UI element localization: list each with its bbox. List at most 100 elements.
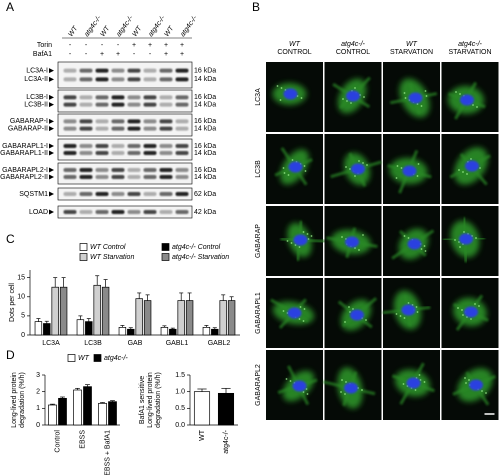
legend-swatch [93, 354, 102, 362]
kda-label: 16 kDa [194, 167, 216, 174]
bar [51, 286, 59, 336]
puncta [470, 158, 472, 160]
blot-band [95, 192, 109, 196]
treatment-value: + [180, 42, 184, 49]
blot-band [79, 168, 93, 172]
treatment-value: - [85, 42, 88, 49]
puncta [478, 305, 480, 307]
puncta [304, 170, 307, 172]
blot-band [127, 95, 141, 100]
puncta [289, 380, 292, 382]
kda-label: 16 kDa [194, 68, 216, 75]
puncta [458, 169, 460, 171]
puncta [310, 235, 313, 237]
blot-band [143, 119, 157, 124]
blot-band [111, 102, 125, 107]
y-axis-label: Dots per cell [9, 283, 16, 322]
puncta [302, 391, 305, 393]
nucleus [287, 307, 302, 319]
puncta [399, 315, 402, 317]
blot-frame [57, 113, 193, 137]
band-label: GABARAP-II [8, 126, 48, 133]
puncta [424, 90, 427, 92]
puncta [358, 160, 360, 162]
treatment-value: + [132, 42, 136, 49]
bar [135, 298, 143, 336]
kda-label: 14 kDa [194, 126, 216, 133]
bar [160, 327, 169, 336]
treatment-value: - [69, 42, 72, 49]
puncta [346, 100, 348, 102]
blot-band [143, 175, 157, 179]
treatment-value: + [164, 42, 168, 49]
band-arrow [49, 68, 54, 74]
puncta [464, 377, 466, 379]
blot-band [95, 119, 109, 124]
lane-header: WT [67, 25, 79, 39]
legend-swatch [79, 253, 88, 261]
nucleus [350, 309, 364, 321]
band-arrow [49, 167, 54, 173]
band-label: GABARAPL1-I [2, 143, 48, 150]
blot-band [63, 151, 77, 155]
band-arrow [49, 191, 54, 197]
kda-label: 14 kDa [194, 150, 216, 157]
cell [382, 290, 431, 330]
blot-band [111, 95, 125, 100]
y-axis-label: degradation (%/h) [19, 372, 26, 428]
puncta [403, 235, 406, 237]
blot-band [127, 151, 141, 155]
bar [185, 300, 194, 336]
kda-label: 62 kDa [194, 191, 216, 198]
nucleus [406, 377, 421, 389]
blot-band [159, 210, 173, 214]
bar [143, 300, 152, 336]
puncta [282, 310, 285, 312]
blot-band [79, 95, 93, 100]
blot-band [95, 151, 109, 155]
band-arrow [49, 76, 54, 82]
column-header: STARVATION [390, 49, 433, 56]
puncta [305, 388, 308, 390]
y-axis-label: Long-lived protein [11, 372, 18, 428]
puncta [303, 308, 306, 310]
row-label: GABARAP [255, 224, 262, 258]
y-tick-label: 10 [17, 294, 25, 301]
puncta [420, 105, 423, 107]
puncta [472, 104, 474, 106]
bar [219, 300, 227, 336]
puncta [358, 249, 360, 251]
puncta [283, 172, 286, 174]
puncta [457, 307, 459, 309]
puncta [395, 313, 398, 315]
puncta [349, 311, 351, 313]
blot-band [79, 119, 93, 124]
puncta [344, 321, 346, 323]
y-tick-label: 1.5 [175, 372, 185, 379]
puncta [287, 174, 290, 176]
blot-band [63, 119, 77, 124]
blot-band [79, 126, 93, 131]
cell [448, 81, 486, 120]
puncta [349, 168, 351, 170]
band-label: LC3A-I [26, 68, 48, 75]
blot-band [127, 144, 141, 148]
puncta [294, 244, 297, 246]
legend-label: WT [78, 355, 90, 362]
puncta [479, 167, 481, 169]
band-arrow [49, 143, 54, 149]
kda-label: 14 kDa [194, 102, 216, 109]
treatment-label: Torin [37, 42, 52, 49]
treatment-value: - [85, 51, 88, 58]
x-tick-label: GABL1 [166, 340, 189, 347]
y-tick-label: 2 [36, 389, 40, 396]
puncta [407, 302, 410, 304]
treatment-value: + [148, 42, 152, 49]
puncta [468, 379, 470, 381]
puncta [423, 245, 426, 247]
bar [193, 391, 211, 426]
puncta [466, 173, 468, 175]
puncta [300, 97, 303, 99]
kda-label: 14 kDa [194, 76, 216, 83]
blot-band [159, 151, 173, 155]
